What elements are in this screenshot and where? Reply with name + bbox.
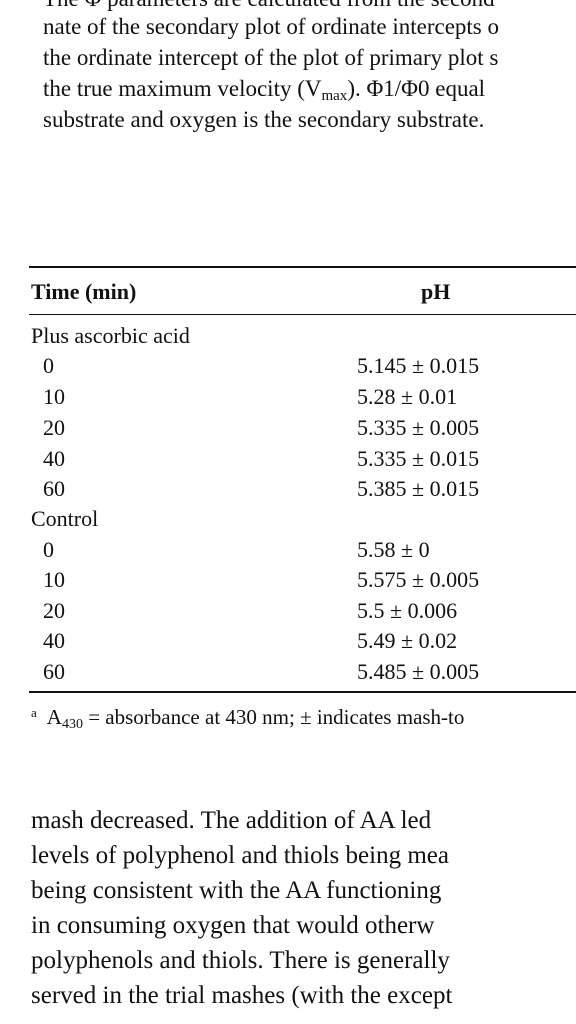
table-cell-time: 0 bbox=[43, 353, 54, 378]
table-cell-ph: 5.28 ± 0.01 bbox=[357, 384, 458, 409]
table-header-ph: pH bbox=[421, 279, 451, 304]
table-header-rule bbox=[29, 314, 576, 315]
table-cell-ph: 5.49 ± 0.02 bbox=[357, 628, 458, 653]
table-cell-time: 60 bbox=[43, 476, 65, 501]
table-cell-ph: 5.485 ± 0.005 bbox=[357, 659, 480, 684]
vmax-subscript: max bbox=[321, 88, 348, 104]
table-cell-time: 60 bbox=[43, 659, 65, 684]
table-cell-ph: 5.335 ± 0.005 bbox=[357, 415, 480, 440]
top-paragraph-line-3-pre: the true maximum velocity (V bbox=[43, 76, 322, 101]
footnote-mark: a bbox=[31, 705, 37, 720]
table-cell-ph: 5.58 ± 0 bbox=[357, 537, 430, 562]
footnote-text: = absorbance at 430 nm; ± indicates mash… bbox=[82, 705, 465, 729]
top-paragraph-line-4: substrate and oxygen is the secondary su… bbox=[43, 107, 485, 132]
table-footnote: a A430 = absorbance at 430 nm; ± indicate… bbox=[31, 705, 465, 732]
table-cell-ph: 5.335 ± 0.015 bbox=[357, 446, 480, 471]
table-top-rule bbox=[29, 266, 576, 268]
top-paragraph-line-1: nate of the secondary plot of ordinate i… bbox=[43, 14, 500, 39]
table-cell-time: 0 bbox=[43, 537, 54, 562]
table-cell-time: 20 bbox=[43, 415, 65, 440]
body-paragraph-line: polyphenols and thiols. There is general… bbox=[31, 947, 450, 974]
top-paragraph-line-2: the ordinate intercept of the plot of pr… bbox=[43, 45, 499, 70]
table-cell-ph: 5.145 ± 0.015 bbox=[357, 353, 480, 378]
top-paragraph-line-3-post: ). Φ1/Φ0 equal bbox=[347, 76, 486, 101]
footnote-subscript: 430 bbox=[61, 717, 83, 732]
table-header-time: Time (min) bbox=[31, 279, 137, 304]
body-paragraph-line: being consistent with the AA functioning bbox=[31, 877, 442, 904]
table-group-label: Plus ascorbic acid bbox=[31, 323, 190, 348]
table-cell-time: 10 bbox=[43, 567, 65, 592]
table-group-label: Control bbox=[31, 506, 99, 531]
table-cell-ph: 5.5 ± 0.006 bbox=[357, 598, 458, 623]
body-paragraph-line: mash decreased. The addition of AA led bbox=[31, 807, 432, 834]
table-cell-time: 20 bbox=[43, 598, 65, 623]
footnote-symbol: A bbox=[46, 705, 62, 729]
table-cell-time: 40 bbox=[43, 628, 65, 653]
top-paragraph-line-0: The Φ parameters are calculated from the… bbox=[43, 0, 495, 12]
table-cell-time: 10 bbox=[43, 384, 65, 409]
body-paragraph-line: served in the trial mashes (with the exc… bbox=[31, 982, 453, 1009]
table-cell-time: 40 bbox=[43, 446, 65, 471]
body-paragraph-line: levels of polyphenol and thiols being me… bbox=[31, 842, 449, 869]
top-paragraph-line-3: the true maximum velocity (Vmax). Φ1/Φ0 … bbox=[43, 76, 486, 104]
table-cell-ph: 5.385 ± 0.015 bbox=[357, 476, 480, 501]
table-cell-ph: 5.575 ± 0.005 bbox=[357, 567, 480, 592]
body-paragraph-line: in consuming oxygen that would otherw bbox=[31, 912, 435, 939]
table-bottom-rule bbox=[29, 691, 576, 693]
